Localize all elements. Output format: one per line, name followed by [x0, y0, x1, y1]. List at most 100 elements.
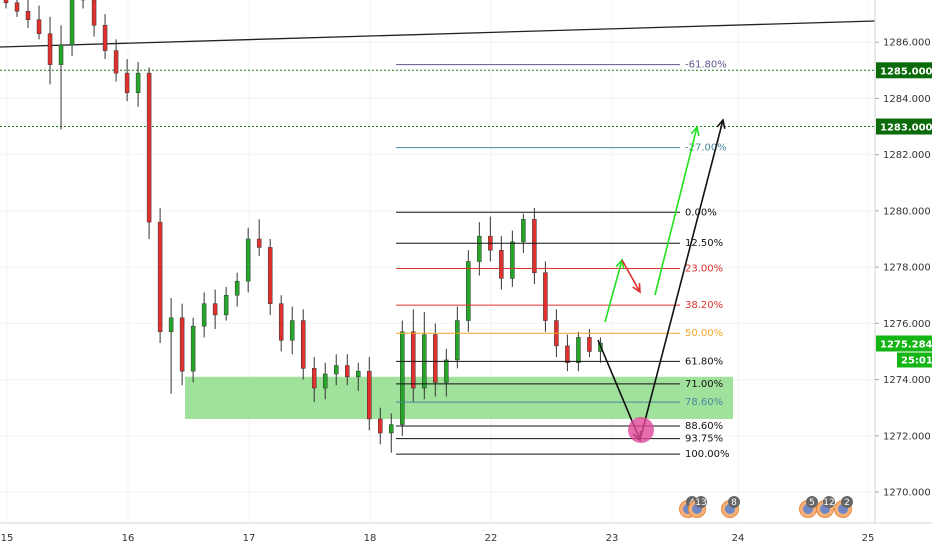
candle-body [300, 320, 306, 369]
candlestick [256, 219, 262, 256]
arrow-green-up-2[interactable] [654, 126, 698, 296]
event-flag-us[interactable]: 8 [721, 496, 741, 518]
candlestick [14, 0, 20, 17]
price-tick-label: 1280.000 [883, 206, 931, 217]
candle-body [146, 72, 152, 223]
candle-body [576, 337, 581, 363]
candle-body [3, 0, 9, 4]
candle-body [532, 219, 537, 273]
candlestick [69, 0, 75, 57]
projection-arrows[interactable] [597, 118, 726, 443]
candle-body [113, 50, 119, 74]
price-tag-bg [876, 335, 932, 352]
candlestick [455, 306, 460, 369]
candlestick [212, 289, 218, 329]
time-tick-label: 17 [243, 533, 256, 544]
arrow-red-down[interactable] [621, 259, 641, 293]
candle-body [400, 331, 405, 425]
candlestick [378, 407, 383, 445]
candlestick [488, 216, 493, 262]
candle-body [124, 72, 130, 94]
candlestick [444, 348, 449, 397]
candle-body [466, 261, 471, 321]
event-flag-us[interactable]: 5 [799, 496, 819, 518]
candle-body [179, 317, 185, 372]
time-axis-bg [0, 523, 932, 550]
fib-level-label: 61.80% [685, 356, 723, 367]
countdown-bg [897, 352, 932, 368]
candlestick [36, 5, 42, 40]
event-count: 13 [695, 498, 706, 508]
fib-level-label: 50.00% [685, 328, 723, 339]
candlestick [389, 413, 394, 453]
candle-body [267, 247, 273, 304]
candle-body [367, 370, 372, 420]
candlestick [102, 14, 108, 60]
arrow-black-up-head[interactable] [716, 118, 726, 129]
candle-body [378, 418, 383, 434]
arrow-red-down-head[interactable] [632, 282, 641, 294]
candlestick [356, 362, 361, 391]
candlestick [510, 230, 515, 287]
arrow-green-up-1[interactable] [604, 259, 623, 323]
arrow-black-up[interactable] [639, 119, 724, 441]
price-tag[interactable]: 1283.000 [876, 118, 932, 135]
candlestick [499, 236, 504, 290]
horizontal-price-lines [0, 69, 875, 128]
candle-body [190, 325, 196, 372]
candlestick [223, 286, 229, 321]
trendline-segment[interactable] [0, 20, 876, 48]
candle-body [223, 294, 229, 316]
candle-body [212, 303, 218, 316]
candle-body [278, 303, 284, 341]
candle-body [565, 345, 570, 363]
fib-level-label: 0.00% [685, 207, 717, 218]
candle-body [69, 0, 75, 46]
time-tick-label: 16 [122, 533, 135, 544]
time-tick-label: 15 [1, 533, 14, 544]
candle-body [389, 424, 394, 434]
candlestick [135, 61, 141, 107]
time-axis[interactable]: 15 16 17 18 22 23 24 25 [0, 522, 932, 550]
candlestick [267, 239, 273, 315]
fibonacci-retracement[interactable]: -61.80% -27.00% 0.00% 12.50% 23.00% 38.20% 50.… [396, 60, 730, 460]
fib-level-label: -61.80% [685, 60, 727, 71]
candle-body [135, 72, 141, 94]
candle-body [201, 303, 207, 327]
time-tick-label: 23 [606, 533, 619, 544]
event-flag-us[interactable]: 2 [834, 496, 854, 518]
candle-body [256, 238, 262, 248]
event-flag-us[interactable]: 12 [816, 496, 836, 518]
price-tag-bg [876, 62, 932, 79]
candle-body [91, 0, 97, 26]
candlestick [367, 357, 372, 431]
fib-level-label: 88.60% [685, 421, 723, 432]
price-tag[interactable]: 1275.284 [876, 335, 932, 352]
economic-events[interactable]: 41385122 [679, 496, 854, 518]
candlestick [146, 67, 152, 240]
candle-body [543, 272, 548, 321]
trendline[interactable] [0, 20, 876, 48]
candlestick [168, 298, 174, 394]
candlestick [245, 227, 251, 293]
candlestick [289, 306, 295, 355]
price-axis[interactable]: 1270.000 1272.000 1274.000 1276.000 1278.000… [874, 0, 932, 550]
candlestick [25, 0, 31, 29]
candlestick [543, 261, 548, 332]
price-tick-label: 1284.000 [883, 94, 931, 105]
candlestick [3, 0, 9, 9]
event-flag-us[interactable]: 13 [688, 496, 708, 518]
candle-body [411, 331, 416, 389]
fib-level-label: 71.00% [685, 379, 723, 390]
candlestick [411, 309, 416, 403]
price-tag[interactable]: 1285.000 [876, 62, 932, 79]
candle-body [58, 44, 64, 65]
arrow-green-up-2-head[interactable] [690, 125, 700, 136]
candlestick [532, 208, 537, 284]
candlestick [344, 354, 350, 386]
candlestick [565, 334, 570, 372]
event-count: 12 [823, 498, 834, 508]
time-tick-label: 18 [364, 533, 377, 544]
candlestick [157, 208, 163, 344]
